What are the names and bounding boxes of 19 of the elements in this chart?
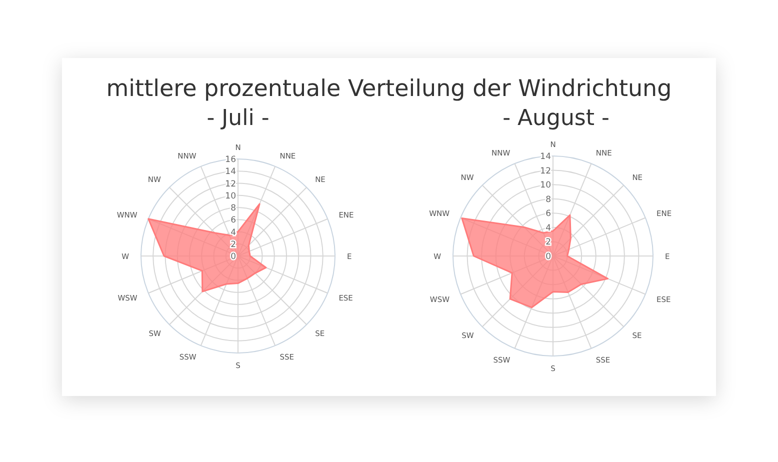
y-tick-label: 10 (540, 180, 551, 191)
chart-subtitle: - August - (502, 106, 610, 131)
y-tick-label: 14 (540, 152, 551, 162)
y-tick-label: 4 (546, 223, 551, 234)
y-tick-label: 16 (225, 155, 236, 165)
y-tick-label: 8 (230, 204, 236, 214)
y-tick-label: 0 (230, 252, 236, 262)
y-tick-label: 14 (225, 167, 236, 178)
y-tick-label: 8 (546, 194, 551, 205)
y-tick-label: 6 (230, 216, 236, 226)
y-tick-label: 6 (546, 209, 551, 220)
chart-subtitle: - Juli - (206, 106, 270, 131)
y-tick-label: 2 (546, 238, 551, 248)
y-tick-label: 0 (546, 252, 551, 262)
y-tick-label: 12 (225, 179, 236, 190)
y-tick-label: 12 (540, 166, 551, 176)
chart-title: mittlere prozentuale Verteilung der Windrichtung (106, 76, 672, 102)
y-tick-label: 2 (230, 240, 236, 250)
y-tick-label: 10 (225, 191, 236, 202)
